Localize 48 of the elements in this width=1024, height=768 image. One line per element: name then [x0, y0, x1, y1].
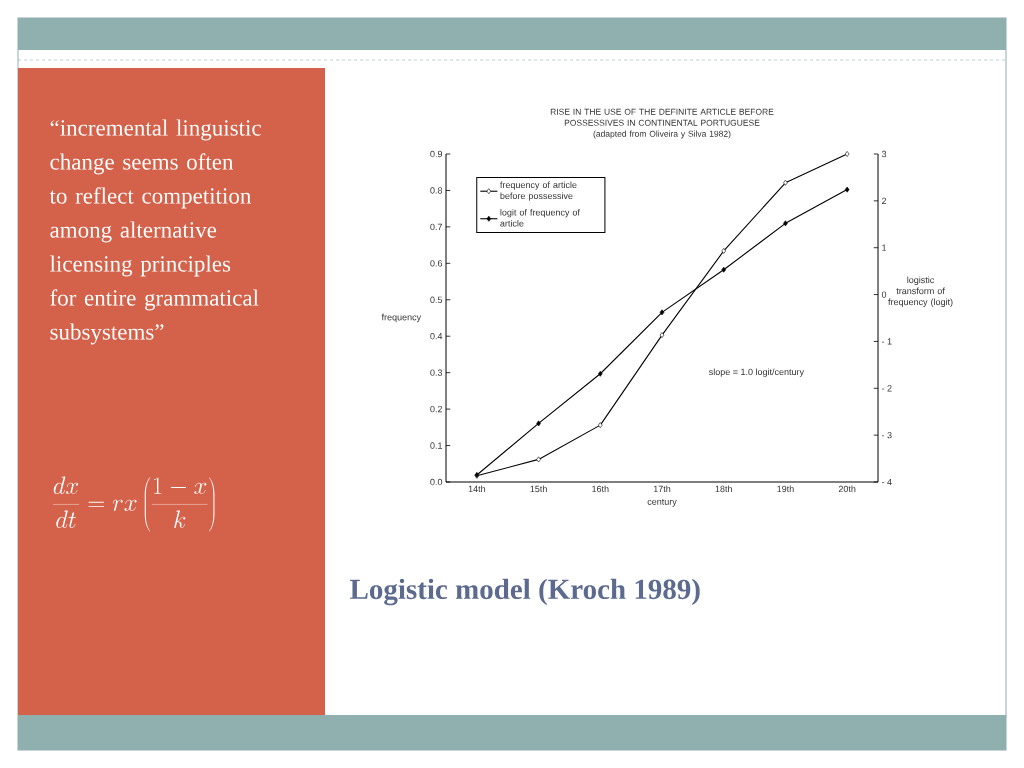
point [721, 248, 726, 254]
point [659, 309, 665, 316]
y2-tick-label: - 4 [881, 478, 892, 486]
y2-axis-title: logistic transform of frequency (logit) [888, 276, 953, 307]
annotation: slope = 1.0 logit/century [708, 368, 805, 377]
text: Logistic model (Kroch 1989) [350, 578, 700, 606]
y-axis-title: frequency [381, 313, 422, 323]
x-tick-label: 15th [530, 485, 547, 493]
legend-label: logit of frequency of article [500, 208, 580, 227]
y-tick-label: 0.6 [430, 260, 443, 267]
x-tick-label: 18th [715, 485, 732, 493]
x-tick-label: 17th [653, 485, 671, 493]
text: “incremental linguistic change seems often to reflect competition among alternative licensing principles for entire grammatical subsystems” [49, 119, 261, 345]
y-tick-label: 0.8 [430, 187, 443, 194]
y-tick-label: 0.7 [430, 223, 443, 231]
point [783, 179, 788, 186]
y-tick-label: 0.5 [430, 296, 443, 303]
point [536, 420, 541, 427]
y2-tick-label: 3 [881, 150, 887, 158]
point [536, 456, 541, 463]
y2-tick-label: 1 [882, 244, 887, 251]
x-axis-title: century [647, 499, 677, 507]
y-tick-label: 0.9 [430, 150, 443, 158]
x-tick-label: 19th [777, 485, 794, 493]
point [844, 151, 850, 157]
y-tick-label: 0.3 [430, 369, 443, 376]
y2-tick-label: - 1 [881, 338, 892, 345]
y2-tick-label: 0 [881, 291, 887, 298]
chart-title: RISE IN THE USE OF THE DEFINITE ARTICLE BEFORE POSSESSIVES IN CONTINENTAL PORTUGUESE [550, 108, 774, 126]
y-tick-label: 0.0 [430, 478, 443, 486]
y-tick-label: 0.2 [430, 405, 443, 413]
point [598, 422, 603, 429]
y2-tick-label: 2 [882, 197, 887, 204]
x-tick-label: 20th [838, 485, 856, 493]
point [783, 220, 788, 227]
chart-subtitle: (adapted from Oliveira y Silva 1982) [593, 130, 731, 139]
x-tick-label: 16th [592, 485, 609, 493]
y-tick-label: 0.1 [430, 442, 443, 449]
point [844, 186, 850, 193]
legend-label: frequency of article before possessive [500, 181, 577, 201]
y-tick-label: 0.4 [430, 333, 443, 340]
point [659, 332, 665, 339]
point [598, 370, 603, 377]
x-tick-label: 14th [468, 485, 486, 493]
y2-tick-label: - 3 [881, 431, 892, 439]
y2-tick-label: - 2 [881, 385, 892, 392]
point [721, 266, 726, 273]
text: $\frac{dx}{dt}=rx\left(\frac{1-x}{k}\right)$ [52, 476, 215, 532]
